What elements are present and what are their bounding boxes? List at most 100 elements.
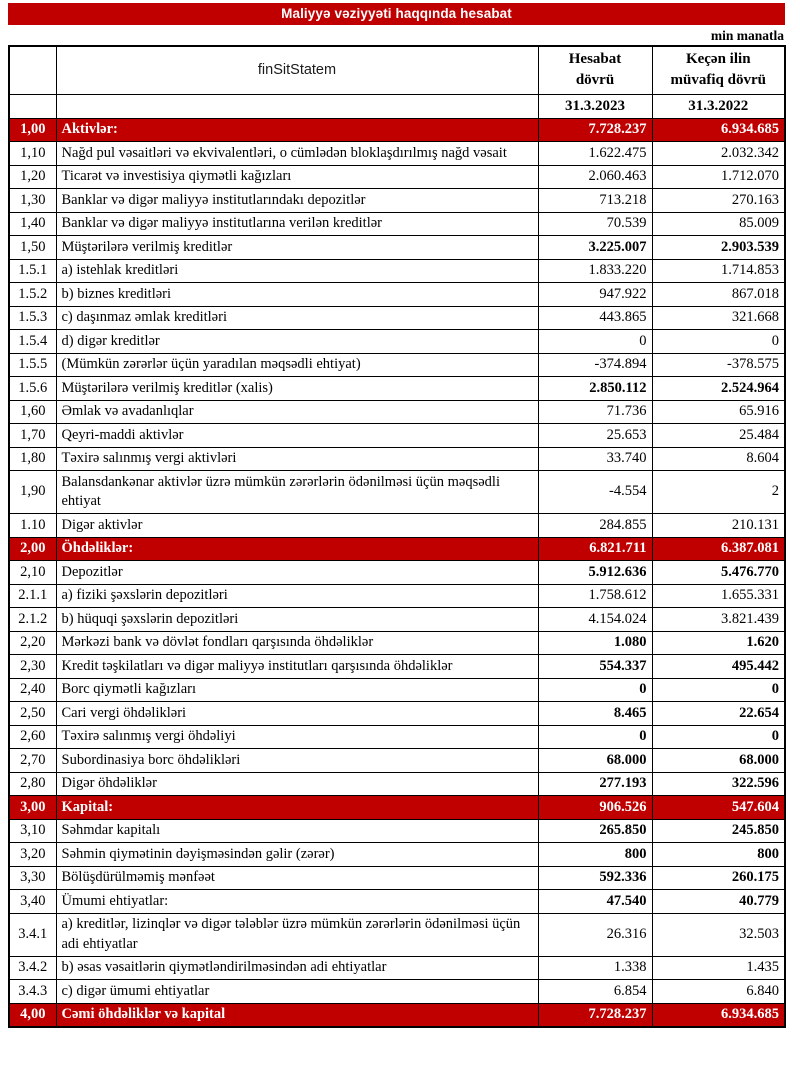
table-row: 3,20 Səhmin qiymətinin dəyişməsindən gəl… [8,842,786,867]
row-value-previous: 0 [651,677,786,702]
row-code: 1.5.2 [8,282,57,307]
previous-period-header: Keçən ilin müvafiq dövrü [651,45,786,95]
row-value-previous: 1.655.331 [651,583,786,608]
row-value-current: 0 [537,677,653,702]
row-code: 3,20 [8,842,57,867]
row-value-previous: 22.654 [651,701,786,726]
row-value-previous: 210.131 [651,513,786,538]
row-value-previous: 40.779 [651,889,786,914]
table-row: 2,80 Digər öhdəliklər 277.193 322.596 [8,771,786,796]
row-code: 1,10 [8,141,57,166]
table-row: 3,00 Kapital: 906.526 547.604 [8,795,786,820]
row-label: Təxirə salınmış vergi öhdəliyi [55,724,539,749]
row-value-current: 0 [537,724,653,749]
row-code: 1,00 [8,117,57,142]
row-value-previous: 547.604 [651,795,786,820]
table-row: 1,50 Müştərilərə verilmiş kreditlər 3.22… [8,235,786,260]
table-row: 1,80 Təxirə salınmış vergi aktivləri 33.… [8,446,786,471]
row-value-previous: 25.484 [651,423,786,448]
row-label: c) daşınmaz əmlak kreditləri [55,305,539,330]
row-code: 2,10 [8,560,57,585]
row-code: 1,50 [8,235,57,260]
row-value-previous: -378.575 [651,352,786,377]
row-label: b) əsas vəsaitlərin qiymətləndirilməsind… [55,955,539,980]
row-value-current: 1.758.612 [537,583,653,608]
row-value-current: 277.193 [537,771,653,796]
row-label: Cəmi öhdəliklər və kapital [55,1002,539,1028]
row-value-current: 71.736 [537,399,653,424]
row-label: Ticarət və investisiya qiymətli kağızlar… [55,164,539,189]
row-label: Aktivlər: [55,117,539,142]
statement-name-header: finSitStatem [55,45,539,95]
row-value-previous: 0 [651,329,786,354]
row-label: Ümumi ehtiyatlar: [55,889,539,914]
row-code: 1.5.6 [8,376,57,401]
table-row: 1.10 Digər aktivlər 284.855 210.131 [8,513,786,538]
row-code: 1.5.4 [8,329,57,354]
row-label: Balansdankənar aktivlər üzrə mümkün zərə… [55,470,539,514]
row-code: 2,60 [8,724,57,749]
row-value-previous: 1.712.070 [651,164,786,189]
table-row: 1,60 Əmlak və avadanlıqlar 71.736 65.916 [8,399,786,424]
table-row: 3,40 Ümumi ehtiyatlar: 47.540 40.779 [8,889,786,914]
row-code: 2,80 [8,771,57,796]
row-value-previous: 321.668 [651,305,786,330]
row-value-current: 1.833.220 [537,258,653,283]
table-row: 3.4.2 b) əsas vəsaitlərin qiymətləndiril… [8,955,786,980]
row-value-current: 443.865 [537,305,653,330]
table-row: 2,10 Depozitlər 5.912.636 5.476.770 [8,560,786,585]
row-value-previous: 8.604 [651,446,786,471]
row-label: Banklar və digər maliyyə institutlarına … [55,211,539,236]
table-row: 1.5.2 b) biznes kreditləri 947.922 867.0… [8,282,786,307]
table-row: 1,70 Qeyri-maddi aktivlər 25.653 25.484 [8,423,786,448]
row-code: 2.1.2 [8,607,57,632]
table-row: 4,00 Cəmi öhdəliklər və kapital 7.728.23… [8,1002,786,1028]
row-value-previous: 270.163 [651,188,786,213]
row-code: 2,50 [8,701,57,726]
row-code: 1,60 [8,399,57,424]
row-value-previous: 6.934.685 [651,1002,786,1028]
row-value-current: 800 [537,842,653,867]
current-period-header: Hesabat dövrü [537,45,653,95]
row-value-current: 25.653 [537,423,653,448]
table-row: 2.1.1 a) fiziki şəxslərin depozitləri 1.… [8,583,786,608]
row-value-previous: 245.850 [651,818,786,843]
row-label: Nağd pul vəsaitləri və ekvivalentləri, o… [55,141,539,166]
row-value-current: 68.000 [537,748,653,773]
row-code: 1.5.5 [8,352,57,377]
table-row: 1.5.3 c) daşınmaz əmlak kreditləri 443.8… [8,305,786,330]
row-code: 2,70 [8,748,57,773]
row-value-previous: 495.442 [651,654,786,679]
row-value-previous: 800 [651,842,786,867]
row-label: Depozitlər [55,560,539,585]
row-code: 3.4.2 [8,955,57,980]
row-value-current: 4.154.024 [537,607,653,632]
table-row: 1.5.1 a) istehlak kreditləri 1.833.220 1… [8,258,786,283]
row-label: a) istehlak kreditləri [55,258,539,283]
row-label: Banklar və digər maliyyə institutlarında… [55,188,539,213]
row-value-previous: 32.503 [651,912,786,957]
table-row: 2,30 Kredit təşkilatları və digər maliyy… [8,654,786,679]
row-value-previous: 2.524.964 [651,376,786,401]
row-value-current: -4.554 [537,470,653,514]
row-value-previous: 2.032.342 [651,141,786,166]
row-value-current: 8.465 [537,701,653,726]
row-code: 2,20 [8,630,57,655]
row-value-current: -374.894 [537,352,653,377]
row-label: Cari vergi öhdəlikləri [55,701,539,726]
row-value-current: 284.855 [537,513,653,538]
row-code: 2,30 [8,654,57,679]
row-value-current: 1.622.475 [537,141,653,166]
row-label: a) fiziki şəxslərin depozitləri [55,583,539,608]
current-period-date: 31.3.2023 [537,93,653,119]
previous-period-date: 31.3.2022 [651,93,786,119]
table-row: 2.1.2 b) hüquqi şəxslərin depozitləri 4.… [8,607,786,632]
row-label: Kapital: [55,795,539,820]
row-value-current: 554.337 [537,654,653,679]
row-value-previous: 2 [651,470,786,514]
table-row: 1.5.5 (Mümkün zərərlər üçün yaradılan mə… [8,352,786,377]
row-value-previous: 6.387.081 [651,536,786,561]
table-row: 1,90 Balansdankənar aktivlər üzrə mümkün… [8,470,786,514]
table-row: 2,70 Subordinasiya borc öhdəlikləri 68.0… [8,748,786,773]
